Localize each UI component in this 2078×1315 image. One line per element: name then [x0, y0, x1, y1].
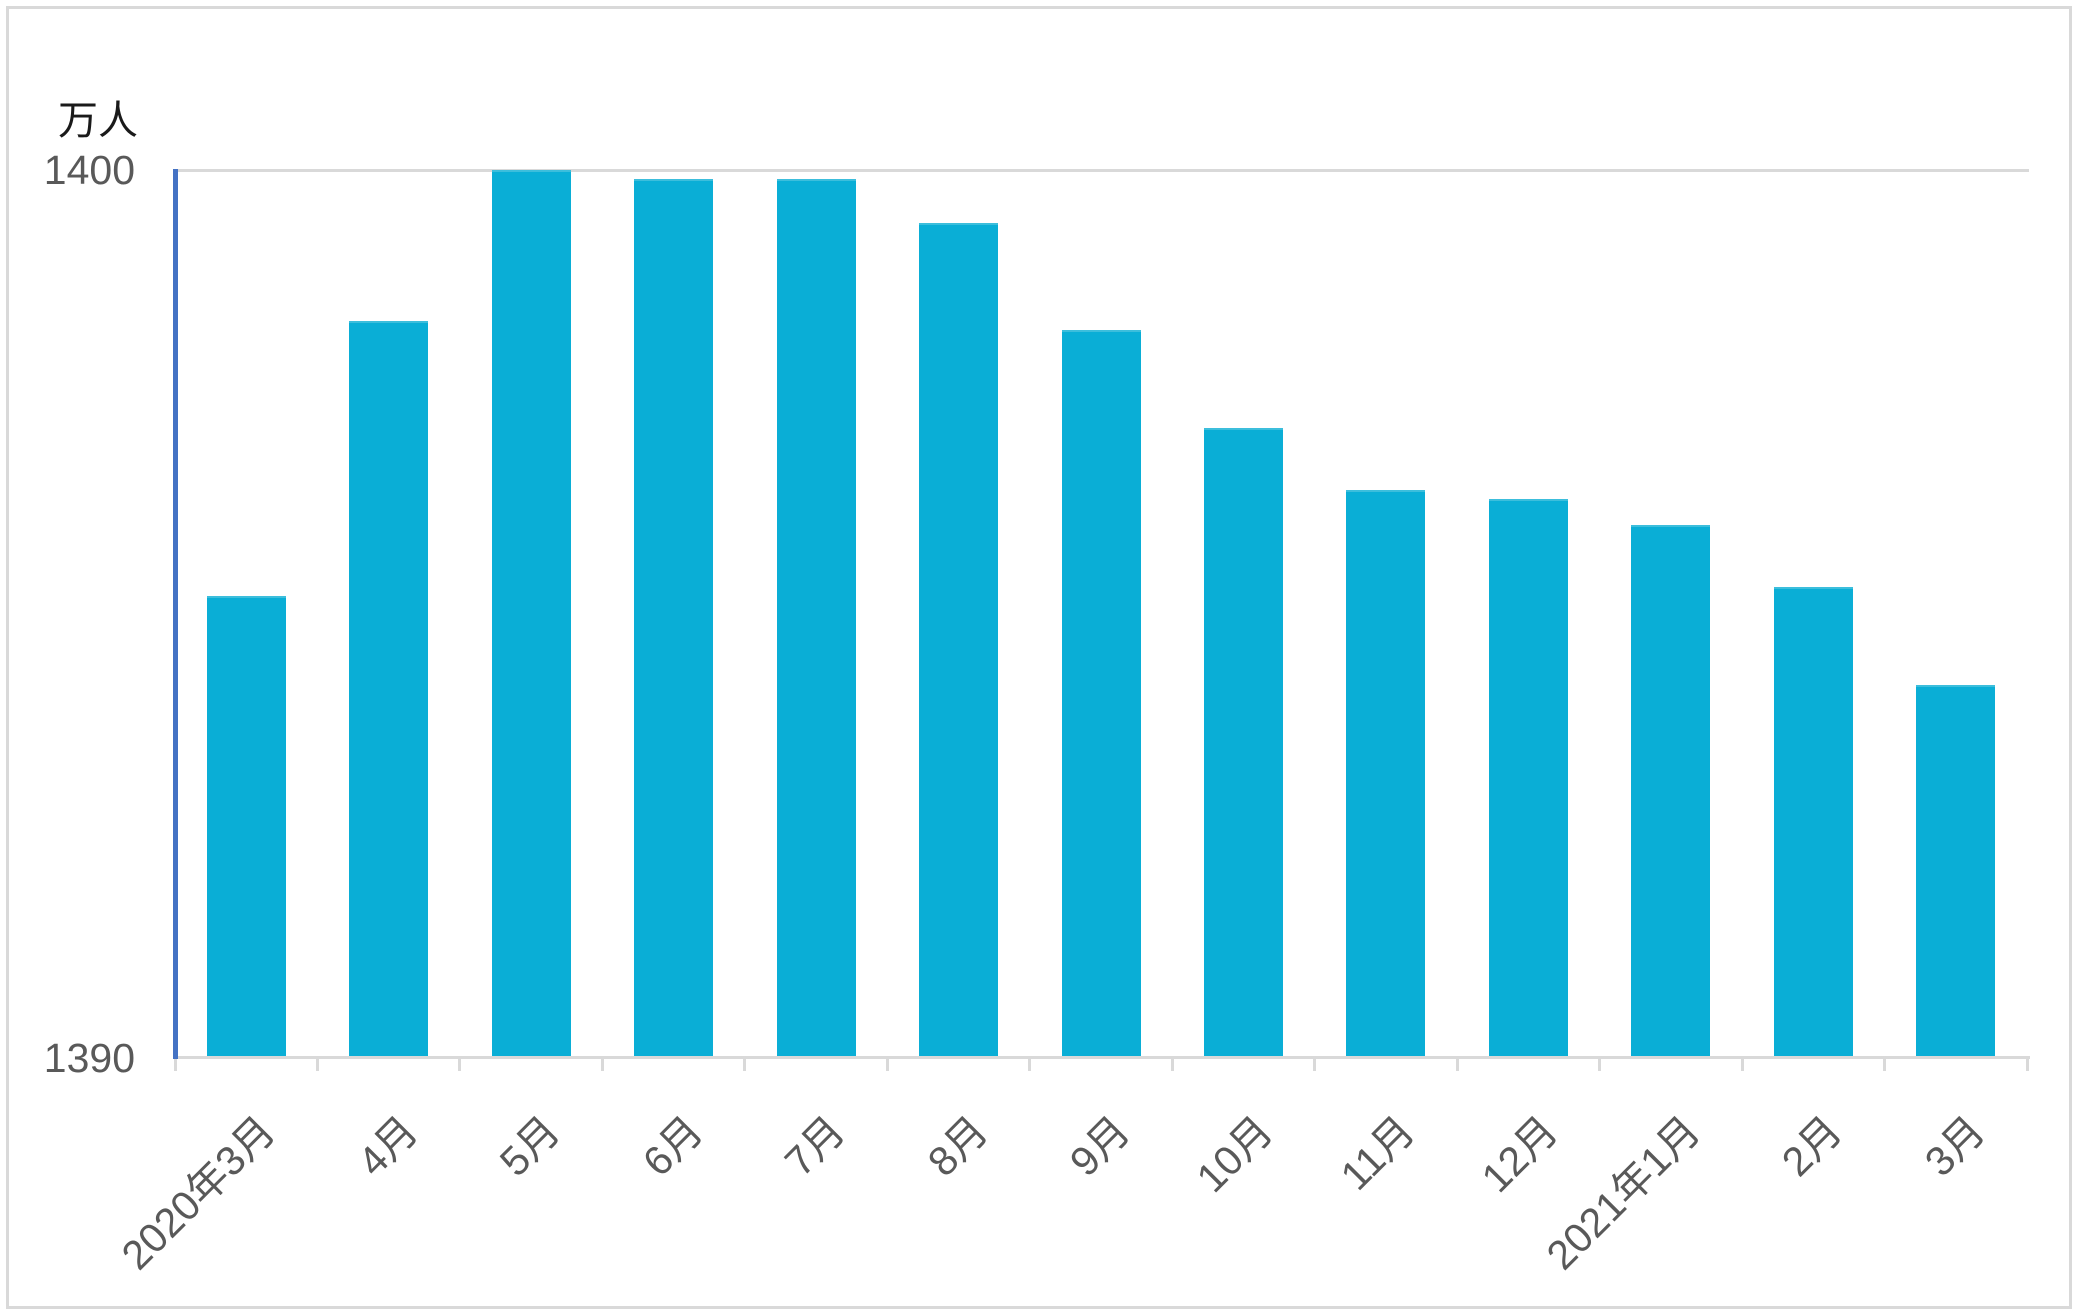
- bar-7: [1203, 427, 1283, 1058]
- x-label-0: 2020年3月: [112, 1107, 285, 1279]
- bar-4: [776, 178, 856, 1058]
- x-label-3: 6月: [633, 1107, 712, 1185]
- x-label-11: 2月: [1773, 1107, 1852, 1185]
- bar-10: [1631, 525, 1711, 1058]
- x-axis-tick-6: [1028, 1058, 1032, 1071]
- x-axis-tick-1: [315, 1058, 319, 1071]
- x-axis-tick-5: [885, 1058, 889, 1071]
- gridline-1400: [173, 169, 2029, 172]
- x-axis-line: [173, 1056, 2030, 1059]
- bar-0: [206, 596, 286, 1058]
- x-label-4: 7月: [776, 1107, 854, 1185]
- x-axis-tick-12: [1883, 1058, 1887, 1071]
- x-axis-tick-11: [1740, 1058, 1744, 1071]
- chart-border: [6, 6, 2072, 1309]
- bar-3: [634, 178, 714, 1058]
- x-axis-tick-3: [600, 1058, 604, 1071]
- bar-9: [1488, 498, 1568, 1058]
- x-axis-tick-13: [2025, 1058, 2029, 1071]
- x-label-10: 2021年1月: [1537, 1107, 1709, 1279]
- bar-2: [491, 170, 571, 1058]
- x-label-7: 10月: [1187, 1107, 1282, 1202]
- x-label-9: 12月: [1472, 1107, 1567, 1202]
- bar-6: [1061, 329, 1141, 1058]
- x-label-2: 5月: [491, 1107, 569, 1185]
- x-label-5: 8月: [918, 1107, 997, 1185]
- x-axis-tick-4: [743, 1058, 747, 1071]
- x-axis-tick-7: [1170, 1058, 1174, 1071]
- bar-8: [1346, 489, 1426, 1058]
- x-label-8: 11月: [1332, 1107, 1424, 1199]
- x-label-1: 4月: [348, 1107, 427, 1185]
- x-axis-tick-9: [1455, 1058, 1459, 1071]
- y-axis-line: [173, 169, 178, 1059]
- y-tick-label-1400: 1400: [43, 147, 135, 193]
- x-axis-tick-10: [1598, 1058, 1602, 1071]
- y-tick-label-1390: 1390: [43, 1035, 135, 1081]
- x-axis-tick-2: [458, 1058, 462, 1071]
- y-axis-unit-label: 万人: [58, 99, 138, 143]
- bar-5: [919, 223, 999, 1058]
- bar-11: [1773, 587, 1853, 1058]
- x-label-6: 9月: [1061, 1107, 1139, 1185]
- bar-1: [349, 320, 429, 1058]
- x-label-12: 3月: [1915, 1107, 1994, 1185]
- x-axis-tick-0: [173, 1058, 177, 1071]
- bar-12: [1916, 685, 1996, 1058]
- x-axis-tick-8: [1313, 1058, 1317, 1071]
